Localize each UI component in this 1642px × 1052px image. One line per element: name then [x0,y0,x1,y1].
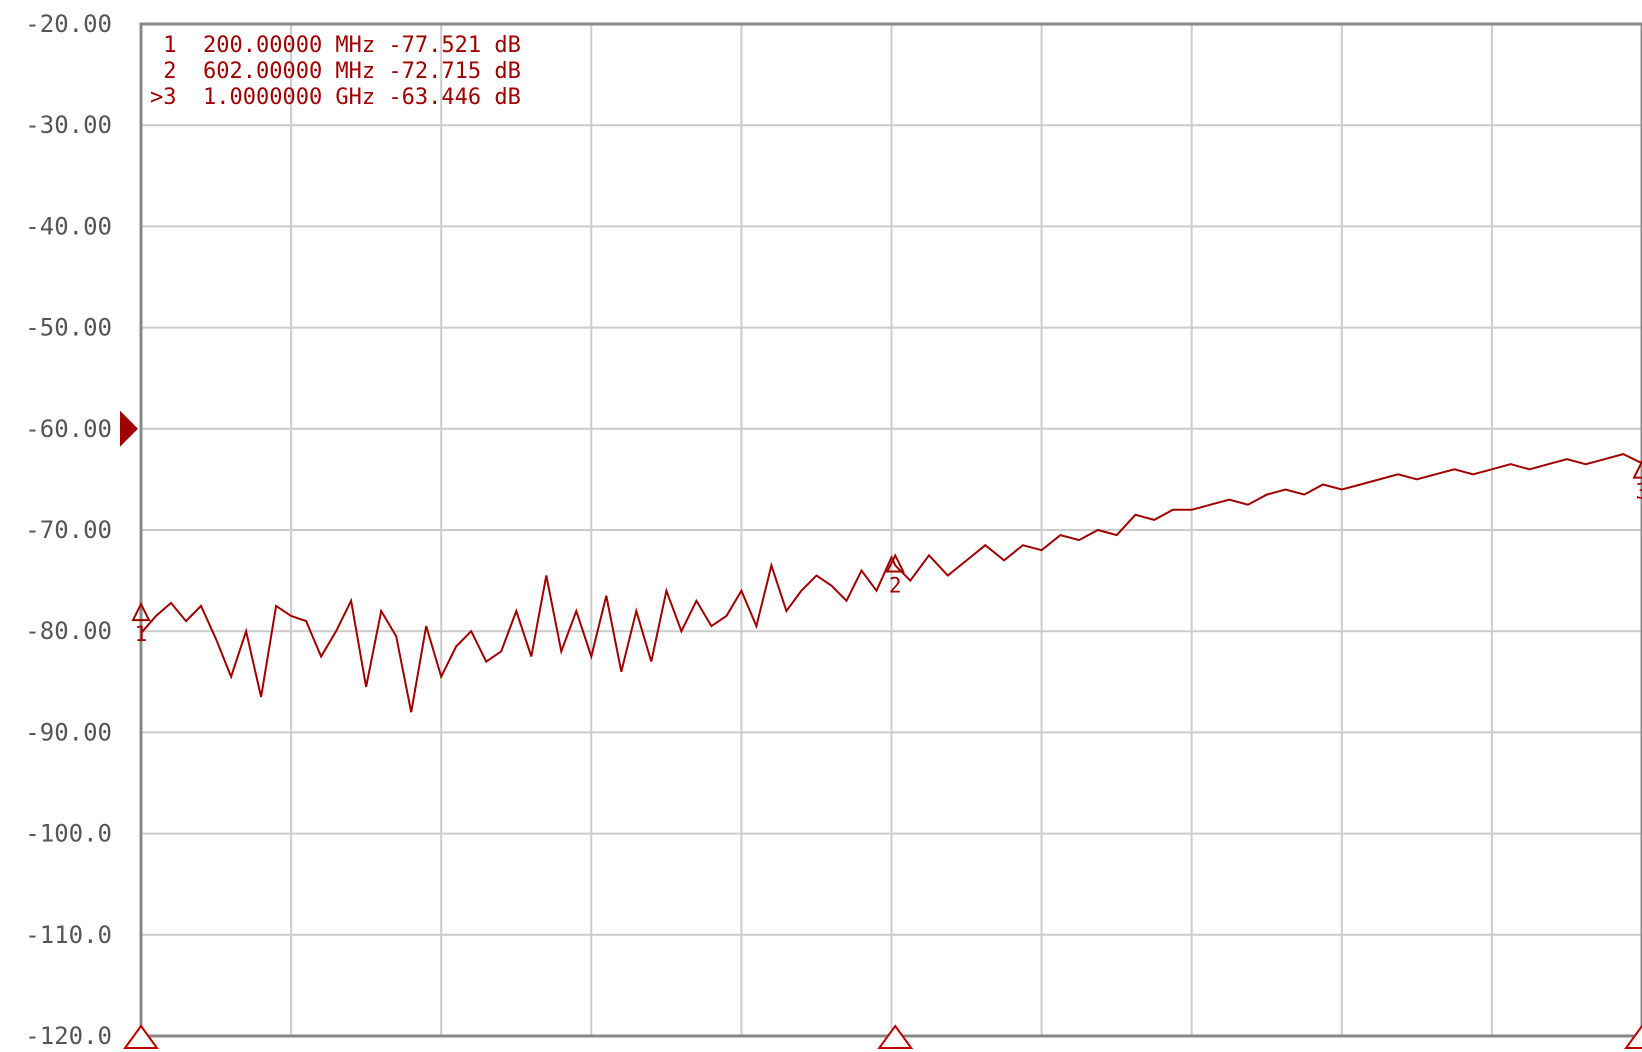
y-tick-label: -110.0 [25,921,112,949]
y-tick-label: -70.00 [25,516,112,544]
marker-2-triangle [885,553,905,573]
y-tick-label: -60.00 [25,415,112,443]
marker-readout-table: 1 200.00000 MHz -77.521 dB 2 602.00000 M… [150,33,521,110]
trace-line [140,453,1642,713]
marker-1-triangle [131,601,151,622]
y-tick-label: -50.00 [25,314,112,342]
marker-3-readout: >3 1.0000000 GHz -63.446 dB [150,85,521,110]
grid [139,22,1642,1038]
marker-1-readout: 1 200.00000 MHz -77.521 dB [150,33,521,58]
reference-level-arrow [120,410,138,447]
y-tick-label: -100.0 [25,820,112,848]
trace [140,453,1642,713]
markers: 1 2 3 [123,459,1642,1049]
y-tick-label: -20.00 [25,10,112,38]
y-tick-label: -30.00 [25,111,112,139]
marker-3-label: 3 [1636,480,1642,504]
marker-1-label: 1 [135,622,148,646]
y-tick-label: -90.00 [25,718,112,746]
marker-2-readout: 2 602.00000 MHz -72.715 dB [150,59,521,84]
marker-3-triangle [1632,459,1642,479]
marker-1-axis-indicator [123,1024,159,1049]
y-tick-label: -120.0 [25,1022,112,1050]
y-axis-tick-labels: -20.00 -30.00 -40.00 -50.00 -60.00 -70.00 -80.… [25,10,112,1050]
y-tick-label: -40.00 [25,212,112,240]
y-tick-label: -80.00 [25,617,112,645]
reference-level-indicator [120,410,138,447]
marker-2-axis-indicator [877,1024,914,1049]
marker-3-axis-indicator [1624,1024,1642,1049]
marker-2-label: 2 [889,573,902,597]
